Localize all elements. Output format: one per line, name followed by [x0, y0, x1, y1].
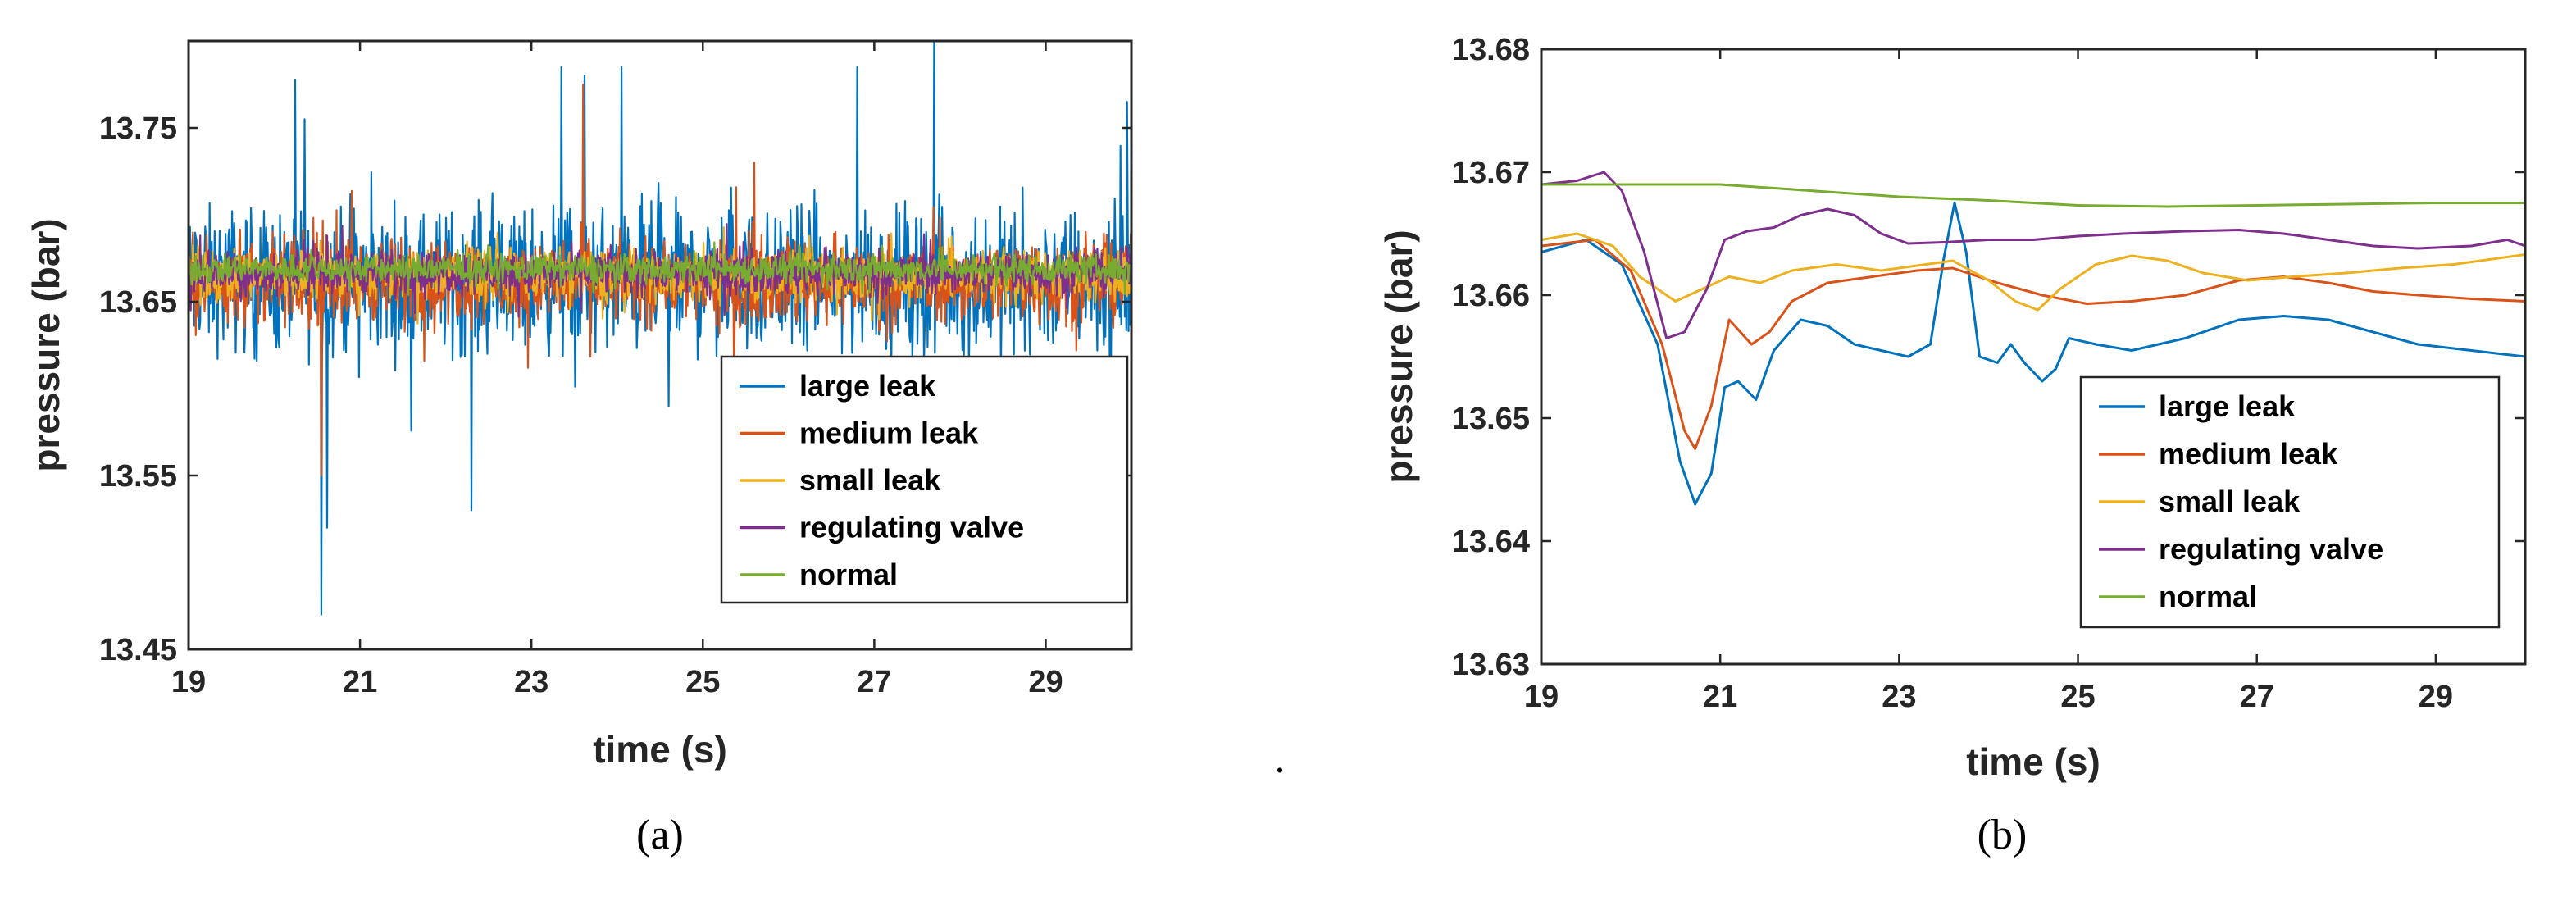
legend-label-medium-leak: medium leak — [2159, 437, 2338, 471]
legend-label-small-leak: small leak — [799, 463, 941, 497]
series-line-large-leak — [1541, 202, 2525, 506]
panel-label-b: (b) — [1978, 812, 2028, 858]
panel-label-a: (a) — [636, 812, 684, 858]
legend-box-a — [720, 355, 1129, 604]
x-tick-label: 29 — [2419, 680, 2453, 714]
legend-b: large leak medium leak small leak regulatin… — [2079, 375, 2501, 629]
y-tick-label: 13.68 — [1452, 33, 1530, 67]
y-tick-label: 13.66 — [1452, 279, 1530, 313]
legend-label-normal: normal — [799, 557, 898, 591]
x-tick-label: 19 — [171, 665, 206, 699]
y-tick-label: 13.65 — [1452, 402, 1530, 436]
x-tick-label: 27 — [857, 665, 891, 699]
x-axis-label-a: time (s) — [593, 728, 727, 771]
x-tick-label: 29 — [1028, 665, 1063, 699]
axes-frame-a — [187, 39, 1133, 651]
legend-label-large-leak: large leak — [799, 369, 936, 403]
series-line-medium-leak — [1541, 239, 2525, 450]
legend-a: large leak medium leak small leak regulatin… — [720, 355, 1129, 604]
y-tick-label: 13.64 — [1452, 525, 1530, 559]
x-tick-label: 21 — [1703, 680, 1737, 714]
legend-label-medium-leak: medium leak — [799, 416, 979, 450]
x-tick-label: 19 — [1524, 680, 1559, 714]
ticks-b: 19 21 23 25 27 29 13.63 13.64 13.65 13.66 13.67 13.… — [1452, 33, 2525, 714]
y-tick-label: 13.67 — [1452, 156, 1530, 190]
x-axis-label-b: time (s) — [1966, 740, 2100, 783]
axes-frame-b — [1540, 48, 2527, 666]
legend-label-regulating-valve: regulating valve — [2159, 532, 2383, 566]
series-group-a — [189, 41, 1131, 616]
y-tick-label: 13.75 — [99, 111, 177, 146]
chart-panel-a: 19 21 23 25 27 29 13.45 13.55 13.65 13.75 time (s… — [25, 39, 1133, 858]
separator-dot: . — [1275, 735, 1286, 782]
y-tick-label: 13.63 — [1452, 648, 1530, 682]
x-tick-label: 23 — [1882, 680, 1916, 714]
ticks-a: 19 21 23 25 27 29 13.45 13.55 13.65 13.75 — [99, 41, 1131, 699]
x-tick-label: 25 — [2060, 680, 2095, 714]
y-tick-label: 13.65 — [99, 285, 177, 320]
series-line-regulating-valve — [189, 223, 1131, 318]
series-line-small-leak — [1541, 232, 2525, 312]
legend-label-small-leak: small leak — [2159, 485, 2301, 518]
legend-label-large-leak: large leak — [2159, 389, 2296, 423]
y-tick-label: 13.45 — [99, 633, 177, 667]
series-group-b — [1541, 171, 2525, 506]
x-tick-label: 27 — [2240, 680, 2274, 714]
series-line-normal — [189, 241, 1131, 296]
legend-box-b — [2079, 375, 2501, 629]
series-line-normal — [1541, 183, 2525, 208]
legend-label-regulating-valve: regulating valve — [799, 511, 1024, 544]
legend-label-normal: normal — [2159, 580, 2257, 613]
series-line-regulating-valve — [1541, 171, 2525, 339]
x-tick-label: 21 — [343, 665, 377, 699]
chart-panel-b: 19 21 23 25 27 29 13.63 13.64 13.65 13.66 13.67 13.… — [1377, 33, 2527, 858]
x-tick-label: 25 — [685, 665, 720, 699]
y-axis-label-b: pressure (bar) — [1377, 230, 1420, 483]
x-tick-label: 23 — [514, 665, 548, 699]
y-tick-label: 13.55 — [99, 459, 177, 494]
y-axis-label-a: pressure (bar) — [25, 218, 67, 471]
